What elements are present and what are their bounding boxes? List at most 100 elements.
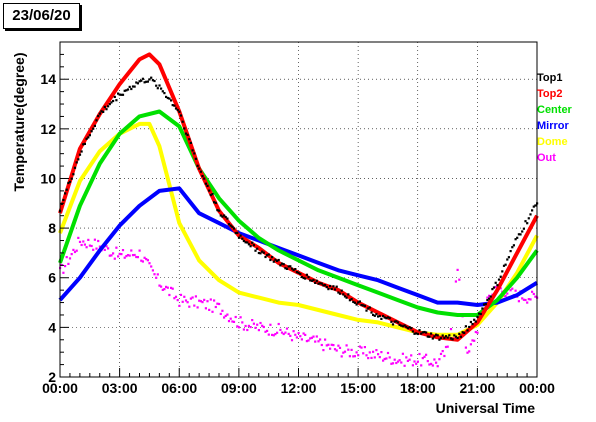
series-marker-top1: [174, 107, 178, 110]
series-marker-out: [468, 350, 471, 353]
series-marker-top1: [252, 244, 255, 247]
series-marker-top1: [357, 301, 360, 304]
series-marker-out: [83, 243, 86, 246]
series-marker-top1: [504, 263, 507, 266]
series-marker-top1: [110, 101, 113, 104]
series-marker-out: [444, 345, 448, 349]
series-marker-top1: [166, 96, 169, 100]
series-marker-top1: [426, 335, 429, 338]
series-marker-top1: [118, 93, 121, 96]
legend-entry-out: Out: [537, 152, 556, 164]
series-marker-out: [165, 285, 168, 288]
series-marker-out: [178, 304, 181, 307]
series-marker-out: [126, 254, 130, 257]
series-marker-out: [261, 324, 264, 327]
series-marker-top1: [120, 93, 123, 96]
series-marker-out: [194, 295, 197, 298]
series-marker-top1: [348, 299, 351, 302]
series-marker-out: [300, 338, 303, 341]
series-marker-out: [431, 364, 434, 367]
series-marker-out: [486, 296, 489, 299]
series-marker-out: [319, 338, 322, 341]
series-marker-out: [317, 340, 320, 343]
series-marker-out: [426, 360, 429, 363]
series-marker-top1: [256, 247, 259, 250]
series-marker-out: [509, 289, 512, 292]
series-line-top2: [58, 52, 539, 342]
series-marker-top1: [312, 278, 315, 282]
series-marker-top1: [468, 325, 471, 329]
series-marker-out: [522, 298, 525, 301]
series-marker-top1: [367, 307, 370, 310]
series-marker-top1: [242, 239, 245, 243]
series-marker-top1: [534, 204, 537, 207]
series-marker-top1: [194, 157, 197, 160]
series-marker-top1: [105, 108, 108, 111]
series-marker-out: [73, 250, 77, 254]
series-marker-top1: [64, 192, 67, 195]
series-marker-out: [345, 344, 348, 347]
series-marker-out: [279, 328, 282, 331]
series-marker-out: [151, 269, 154, 272]
series-marker-top1: [451, 338, 454, 341]
series-marker-top1: [365, 309, 368, 312]
series-marker-out: [123, 256, 126, 259]
series-marker-out: [188, 305, 191, 308]
series-marker-top1: [305, 273, 308, 276]
series-marker-top1: [92, 127, 95, 130]
series-marker-out: [329, 347, 332, 350]
series-marker-out: [418, 352, 421, 356]
series-layer: [58, 52, 539, 368]
series-marker-out: [209, 298, 212, 301]
series-marker-top1: [244, 241, 247, 244]
series-marker-out: [382, 359, 385, 362]
series-marker-top1: [198, 167, 201, 170]
series-marker-top1: [372, 313, 375, 316]
series-marker-out: [234, 315, 237, 319]
series-marker-out: [517, 300, 520, 303]
series-marker-out: [430, 362, 433, 365]
series-marker-out: [166, 286, 169, 289]
series-marker-top1: [75, 161, 78, 164]
x-tick-label: 18:00: [400, 380, 436, 396]
series-marker-top1: [125, 89, 128, 92]
series-marker-top1: [333, 288, 337, 291]
series-marker-top1: [239, 234, 242, 237]
series-marker-out: [107, 247, 110, 250]
series-marker-out: [68, 257, 72, 260]
series-marker-out: [367, 357, 370, 360]
series-marker-top1: [420, 332, 423, 335]
series-marker-out: [314, 340, 317, 343]
series-marker-out: [237, 326, 241, 329]
series-marker-out: [526, 301, 529, 304]
series-marker-out: [385, 357, 388, 360]
series-marker-out: [370, 356, 373, 359]
series-marker-top1: [254, 249, 257, 252]
series-marker-top1: [98, 112, 101, 115]
series-marker-top1: [363, 304, 366, 307]
series-marker-out: [280, 331, 284, 334]
series-marker-out: [504, 294, 507, 297]
y-tick-label: 4: [48, 319, 56, 335]
series-marker-out: [168, 293, 171, 297]
series-marker-top1: [464, 325, 467, 328]
series-marker-out: [256, 323, 259, 326]
series-marker-out: [93, 238, 96, 241]
series-marker-top1: [444, 335, 448, 338]
series-marker-top1: [236, 231, 239, 234]
series-marker-out: [146, 259, 149, 262]
series-marker-out: [85, 246, 88, 249]
series-marker-out: [327, 343, 330, 346]
series-marker-top1: [388, 317, 391, 320]
series-marker-top1: [469, 320, 472, 324]
series-marker-out: [446, 345, 449, 348]
series-marker-top1: [261, 250, 264, 253]
legend-entry-top2: Top2: [537, 88, 563, 100]
series-marker-top1: [179, 114, 183, 117]
series-marker-top1: [189, 141, 192, 144]
series-marker-out: [494, 285, 497, 289]
series-marker-top1: [418, 329, 421, 332]
series-marker-out: [249, 326, 252, 329]
series-marker-out: [388, 356, 391, 359]
series-marker-top1: [456, 336, 459, 339]
